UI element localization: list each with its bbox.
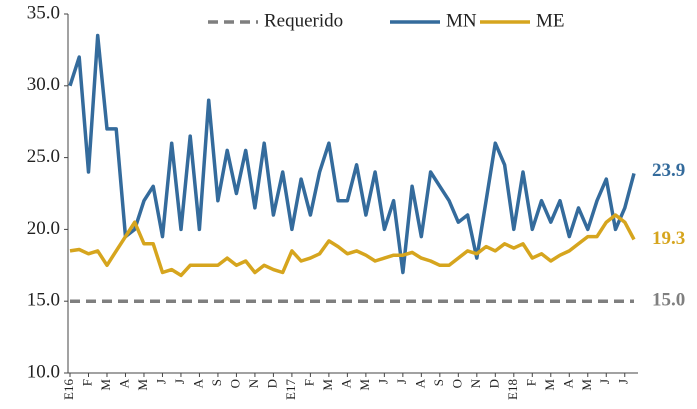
x-tick-label: A	[338, 378, 353, 388]
x-tick-label: A	[190, 378, 205, 388]
x-tick-label: N	[246, 378, 261, 388]
x-tick-label: M	[98, 379, 113, 391]
y-tick-label: 30.0	[27, 74, 60, 95]
series-line	[69, 213, 636, 278]
x-tick-label: J	[616, 379, 631, 384]
y-tick-label: 20.0	[27, 218, 60, 239]
x-tick-label: E17	[283, 379, 298, 400]
x-tick-label: M	[357, 379, 372, 391]
x-tick-label: F	[79, 379, 94, 386]
x-tick-label: J	[394, 379, 409, 384]
x-tick-label: D	[486, 379, 501, 388]
x-tick-label: M	[542, 379, 557, 391]
y-tick-label: 15.0	[27, 290, 60, 311]
x-tick-label: S	[209, 379, 224, 386]
x-tick-label: E16	[61, 379, 76, 400]
x-tick-label: F	[301, 379, 316, 386]
x-tick-label: O	[227, 379, 242, 388]
y-tick-label: 10.0	[27, 361, 60, 382]
x-tick-label: E18	[505, 379, 520, 400]
x-tick-label: O	[449, 379, 464, 388]
legend-label: Requerido	[264, 10, 343, 31]
x-tick-label: F	[523, 379, 538, 386]
series-line	[68, 33, 636, 275]
value-label: 23.9	[652, 160, 685, 181]
x-tick-label: J	[375, 379, 390, 384]
y-tick-label: 35.0	[27, 2, 60, 23]
legend-label: ME	[536, 10, 565, 31]
x-tick-label: D	[264, 379, 279, 388]
x-tick-label: A	[560, 378, 575, 388]
y-tick-label: 25.0	[27, 146, 60, 167]
x-tick-label: S	[431, 379, 446, 386]
x-tick-label: J	[153, 379, 168, 384]
x-tick-label: J	[597, 379, 612, 384]
x-tick-label: A	[116, 378, 131, 388]
value-label: 19.3	[652, 228, 685, 249]
x-tick-label: M	[135, 379, 150, 391]
x-tick-label: M	[320, 379, 335, 391]
legend-label: MN	[446, 10, 477, 31]
x-tick-label: J	[172, 379, 187, 384]
value-label: 15.0	[652, 290, 685, 311]
x-tick-label: A	[412, 378, 427, 388]
x-tick-label: M	[579, 379, 594, 391]
x-tick-label: N	[468, 378, 483, 388]
